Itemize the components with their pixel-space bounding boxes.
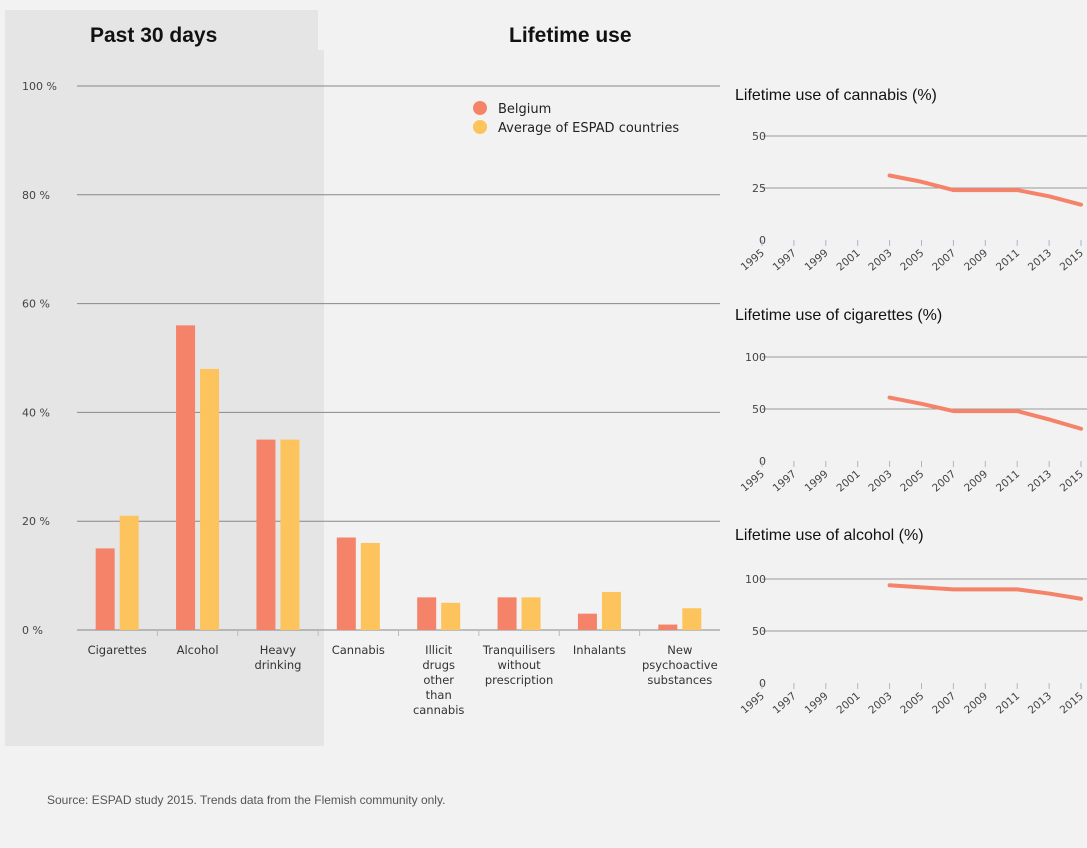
sparkline-x-label: 1999 [803, 247, 831, 273]
sparkline-x-label: 2011 [994, 468, 1022, 494]
category-label: cannabis [413, 703, 464, 717]
bar-belgium [95, 548, 115, 630]
sparkline-x-label: 2005 [898, 468, 926, 494]
sparkline-x-label: 2001 [834, 690, 862, 716]
sparkline-y-tick: 50 [752, 403, 766, 416]
category-label: drinking [254, 658, 301, 672]
sparkline-x-label: 1997 [771, 468, 799, 494]
bar-espad-average [119, 515, 139, 630]
sparkline-x-label: 2009 [962, 468, 990, 494]
sparkline-series-cigarettes [887, 395, 1083, 431]
bar-espad-average [280, 439, 300, 630]
lifetime-use-heading: Lifetime use [509, 24, 632, 47]
sparkline-x-label: 2001 [834, 247, 862, 273]
y-tick-label: 20 % [22, 515, 50, 528]
category-label: prescription [485, 673, 553, 687]
sparkline-x-label: 1999 [803, 690, 831, 716]
sparkline-y-tick: 100 [745, 573, 766, 586]
sparkline-x-label: 2007 [930, 468, 958, 494]
sparkline-x-label: 2003 [866, 690, 894, 716]
sparkline-x-label: 2015 [1058, 247, 1086, 273]
y-tick-label: 60 % [22, 298, 50, 311]
category-label: Cigarettes [88, 643, 147, 657]
sparkline-x-label: 1995 [739, 247, 767, 273]
sparkline-x-label: 2011 [994, 690, 1022, 716]
legend-swatch-espad [473, 120, 487, 134]
category-label: without [497, 658, 541, 672]
category-label: Heavy [260, 643, 297, 657]
sparkline-x-label: 2005 [898, 247, 926, 273]
y-tick-label: 100 % [22, 80, 57, 93]
sparkline-x-label: 1997 [771, 690, 799, 716]
legend-swatch-belgium [473, 101, 487, 115]
sparkline-x-label: 1997 [771, 247, 799, 273]
y-tick-label: 40 % [22, 406, 50, 419]
y-tick-label: 0 % [22, 624, 43, 637]
category-label: than [426, 688, 452, 702]
category-label: Inhalants [573, 643, 626, 657]
source-note: Source: ESPAD study 2015. Trends data fr… [47, 793, 446, 807]
bar-espad-average [200, 368, 220, 630]
category-label: psychoactive [642, 658, 718, 672]
sparkline-series-cannabis [887, 173, 1083, 207]
category-label: New [667, 643, 692, 657]
sparkline-x-label: 2003 [866, 468, 894, 494]
sparkline-x-label: 2005 [898, 690, 926, 716]
sparkline-y-tick: 50 [752, 625, 766, 638]
bar-belgium [256, 439, 276, 630]
bar-espad-average [441, 602, 461, 630]
bar-belgium [176, 325, 196, 630]
sparkline-x-label: 2007 [930, 247, 958, 273]
sparkline-y-tick: 25 [752, 182, 766, 195]
bar-belgium [658, 624, 678, 630]
category-label: drugs [422, 658, 455, 672]
sparkline-x-label: 2013 [1026, 468, 1054, 494]
sparkline-x-label: 1995 [739, 690, 767, 716]
y-tick-label: 80 % [22, 189, 50, 202]
sparkline-x-label: 1999 [803, 468, 831, 494]
category-label: Alcohol [177, 643, 219, 657]
sparkline-x-label: 2009 [962, 247, 990, 273]
sparkline-title-alcohol: Lifetime use of alcohol (%) [735, 527, 924, 544]
category-label: Cannabis [332, 643, 385, 657]
sparkline-title-cannabis: Lifetime use of cannabis (%) [735, 87, 937, 104]
category-label: substances [647, 673, 712, 687]
bar-belgium [417, 597, 437, 630]
sparkline-x-label: 2007 [930, 690, 958, 716]
bar-espad-average [360, 542, 380, 630]
sparkline-x-label: 2003 [866, 247, 894, 273]
legend-label-belgium: Belgium [498, 102, 551, 117]
category-label: Tranquilisers [482, 643, 555, 657]
sparkline-x-label: 2013 [1026, 690, 1054, 716]
sparkline-y-tick: 100 [745, 351, 766, 364]
sparkline-x-label: 2011 [994, 247, 1022, 273]
bar-espad-average [521, 597, 541, 630]
bar-belgium [497, 597, 517, 630]
sparkline-x-label: 2009 [962, 690, 990, 716]
sparkline-title-cigarettes: Lifetime use of cigarettes (%) [735, 307, 942, 324]
sparkline-x-label: 2001 [834, 468, 862, 494]
panel-notch [318, 10, 324, 50]
sparkline-x-label: 2013 [1026, 247, 1054, 273]
bar-espad-average [601, 591, 621, 630]
bar-belgium [336, 537, 356, 630]
bar-espad-average [682, 608, 702, 630]
sparkline-series-alcohol [887, 583, 1083, 601]
legend-label-espad: Average of ESPAD countries [498, 121, 679, 136]
sparkline-x-label: 2015 [1058, 690, 1086, 716]
category-label: Illicit [425, 643, 452, 657]
category-label: other [423, 673, 454, 687]
sparkline-x-label: 1995 [739, 468, 767, 494]
bar-belgium [577, 613, 597, 630]
sparkline-x-label: 2015 [1058, 468, 1086, 494]
past-30-days-heading: Past 30 days [90, 24, 218, 47]
sparkline-y-tick: 50 [752, 130, 766, 143]
